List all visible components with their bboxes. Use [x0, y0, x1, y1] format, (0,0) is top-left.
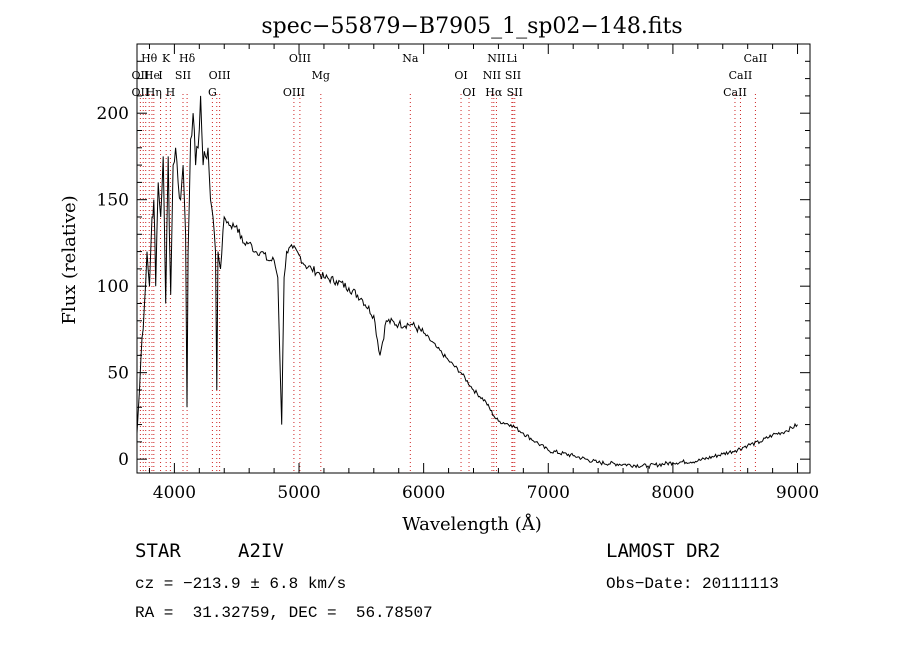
line-markers: [139, 94, 756, 473]
object-subclass: A2IV: [238, 540, 284, 562]
object-class: STAR: [135, 540, 181, 562]
y-tick-label: 50: [107, 364, 129, 384]
line-label: SII: [507, 86, 523, 99]
line-label: K: [162, 52, 171, 65]
line-label: OIII: [283, 86, 305, 99]
line-label: OII: [132, 86, 150, 99]
line-label: H: [166, 86, 176, 99]
line-label: OII: [132, 69, 150, 82]
line-label: CaII: [744, 52, 768, 65]
survey-name: LAMOST DR2: [606, 540, 721, 562]
y-axis-label: Flux (relative): [59, 195, 80, 324]
coordinates: RA = 31.32759, DEC = 56.78507: [135, 604, 433, 622]
line-label: He: [144, 69, 160, 82]
line-label: G: [208, 86, 217, 99]
line-label: SII: [505, 69, 521, 82]
plot-frame: [136, 43, 811, 474]
line-label: Hα: [485, 86, 503, 99]
line-label: Hη: [146, 86, 162, 99]
x-axis-ticks: 4000 5000 6000 7000 8000 9000: [148, 44, 819, 503]
x-tick-label: 6000: [402, 483, 445, 503]
line-label: OIII: [289, 52, 311, 65]
y-tick-label: 200: [97, 104, 129, 124]
spectrum-line: [136, 95, 798, 470]
x-tick-label: 9000: [776, 483, 819, 503]
line-label: OIII: [209, 69, 231, 82]
x-tick-label: 7000: [527, 483, 570, 503]
line-label: OI: [454, 69, 467, 82]
line-label: Hδ: [179, 52, 196, 65]
line-label: NII: [483, 69, 501, 82]
line-label: Li: [506, 52, 517, 65]
line-label: OI: [462, 86, 475, 99]
line-label: Na: [402, 52, 419, 65]
line-label: SII: [175, 69, 191, 82]
line-label: Hθ: [141, 52, 158, 65]
x-tick-label: 5000: [277, 483, 320, 503]
y-axis-ticks: 0 50 100 150 200: [97, 43, 810, 470]
line-label: CaII: [723, 86, 747, 99]
y-tick-label: 150: [97, 191, 129, 211]
x-tick-label: 8000: [651, 483, 694, 503]
redshift-info: cz = −213.9 ± 6.8 km/s: [135, 575, 347, 593]
line-label: CaII: [729, 69, 753, 82]
line-label: Mg: [312, 69, 330, 82]
line-label: NII: [487, 52, 505, 65]
y-tick-label: 100: [97, 277, 129, 297]
x-tick-label: 4000: [153, 483, 196, 503]
chart-title: spec−55879−B7905_1_sp02−148.fits: [261, 14, 682, 39]
obs-date: Obs−Date: 20111113: [606, 575, 779, 593]
y-tick-label: 0: [118, 450, 129, 470]
line-label: I: [158, 69, 162, 82]
x-axis-label: Wavelength (Å): [402, 513, 542, 535]
